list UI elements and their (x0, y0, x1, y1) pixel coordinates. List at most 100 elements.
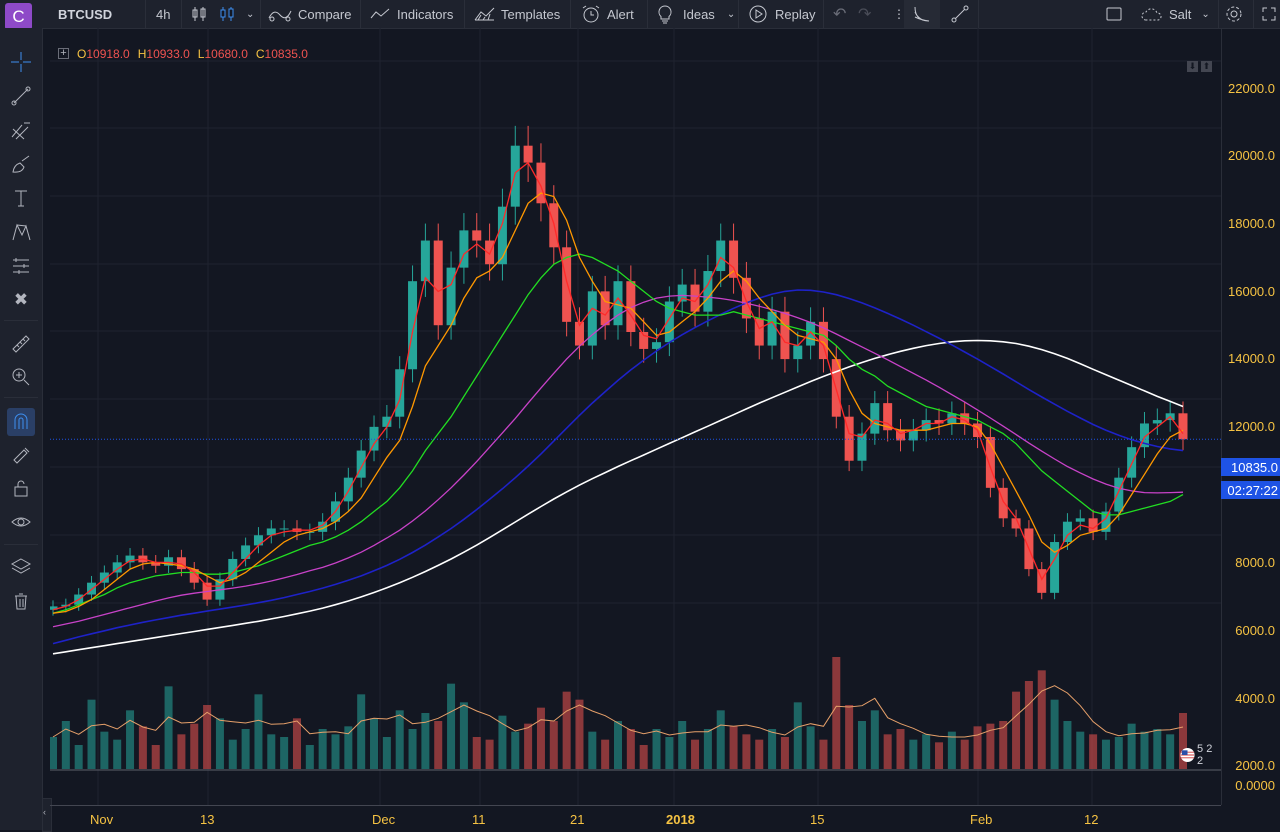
candle-body (151, 562, 161, 566)
templates-button[interactable]: Templates (474, 0, 560, 28)
volume-bar (819, 739, 828, 769)
volume-bar (665, 737, 674, 769)
toolbar-divider (823, 0, 824, 28)
undo-icon[interactable]: ↶ (833, 6, 847, 23)
candle-body (1050, 542, 1060, 593)
volume-bar (935, 742, 944, 769)
volume-bar (588, 731, 597, 769)
crosshair-icon[interactable] (9, 50, 33, 74)
candle-body (459, 230, 469, 268)
candle-body (652, 342, 662, 349)
candle-body (818, 321, 828, 360)
volume-bar (575, 699, 584, 769)
time-tick-label: Nov (90, 812, 114, 827)
candle-body (164, 557, 174, 566)
bar-style-candles-icon[interactable] (190, 0, 208, 28)
expand-icon[interactable] (1261, 0, 1277, 28)
candle-body (485, 240, 495, 265)
fullscreen-box-icon[interactable] (1105, 0, 1123, 28)
candle-body (1114, 477, 1124, 512)
chart-type-icon[interactable] (218, 0, 236, 28)
price-tick-label: 22000.0 (1228, 81, 1275, 96)
text-tool-icon[interactable] (9, 186, 33, 210)
volume-badge-text: 5 2 2 (1197, 743, 1213, 767)
alert-button[interactable]: Alert (581, 0, 634, 28)
ideas-button[interactable]: Ideas ⌄ (657, 0, 735, 28)
cloud-save-button[interactable]: Salt ⌄ (1140, 0, 1210, 28)
volume-bar (87, 699, 96, 769)
brush-tool-icon[interactable] (9, 152, 33, 176)
volume-bar (421, 713, 430, 769)
redo-icon[interactable]: ↷ (858, 6, 872, 23)
magnet-icon[interactable] (7, 408, 35, 436)
candle-body (793, 345, 803, 360)
volume-bar (100, 731, 109, 769)
price-chart[interactable] (50, 28, 1221, 805)
volume-bar (203, 705, 212, 769)
pattern-tool-icon[interactable] (9, 220, 33, 244)
ruler-icon[interactable] (9, 332, 33, 356)
alarm-clock-icon (582, 5, 600, 23)
fib-tool-icon[interactable] (904, 0, 940, 28)
compare-button[interactable]: Compare (268, 0, 351, 28)
volume-bar (1140, 731, 1149, 769)
collapse-legend-icon[interactable]: + (58, 48, 69, 59)
alert-label: Alert (607, 6, 634, 22)
candle-body (536, 162, 546, 204)
volume-flag-badge[interactable]: 5 2 2 (1180, 743, 1220, 767)
volume-bar (780, 737, 789, 769)
volume-bar (228, 739, 237, 769)
candle-body (1101, 511, 1111, 532)
layers-icon[interactable] (9, 555, 33, 579)
ma-magenta-line (52, 294, 1184, 628)
volume-bar (1101, 739, 1110, 769)
indicators-button[interactable]: Indicators (370, 0, 453, 28)
time-axis[interactable]: Nov 13 Dec 11 21 2018 15 Feb 12 (50, 805, 1221, 831)
close-key: C (255, 47, 265, 61)
candle-body (1011, 518, 1021, 529)
volume-bar (344, 726, 353, 769)
volume-bar (947, 731, 956, 769)
candle-body (896, 430, 905, 441)
price-axis[interactable]: 22000.0 20000.0 18000.0 16000.0 14000.0 12000… (1221, 28, 1280, 805)
unlock-icon[interactable] (9, 476, 33, 500)
volume-bar (331, 734, 340, 769)
price-tick-label: 2000.0 (1235, 758, 1275, 773)
replay-button[interactable]: Replay (748, 0, 815, 28)
volume-bar (691, 739, 700, 769)
toolbar-divider (360, 0, 361, 28)
cloud-icon (1141, 8, 1162, 21)
eye-icon[interactable] (9, 510, 33, 534)
candle-body (677, 284, 687, 302)
toolbar-divider (647, 0, 648, 28)
candle-body (741, 277, 751, 319)
price-tick-label: 18000.0 (1228, 216, 1275, 231)
zoom-in-icon[interactable] (9, 365, 33, 389)
symbol-search[interactable]: BTCUSD (58, 6, 113, 22)
pitchfork-tool-icon[interactable] (9, 118, 33, 142)
price-tick-label: 12000.0 (1228, 419, 1275, 434)
trend-line-tool-icon[interactable] (942, 0, 978, 28)
interval-selector[interactable]: 4h (156, 6, 171, 22)
candle-body (985, 437, 995, 488)
app-logo[interactable]: C (5, 3, 32, 30)
trash-icon[interactable] (9, 589, 33, 613)
volume-bar (1024, 681, 1033, 769)
candle-body (356, 450, 366, 478)
candle-body (510, 145, 520, 207)
candle-body (754, 318, 764, 346)
legend-close: C10835.0 (256, 47, 308, 61)
measure-tool-icon[interactable] (9, 254, 33, 278)
candle-body (998, 487, 1008, 519)
draw-mode-lock-icon[interactable] (9, 442, 33, 466)
remove-drawings-icon[interactable]: ✖ (13, 290, 29, 309)
settings-gear-icon[interactable] (1225, 0, 1243, 28)
volume-bar (395, 710, 404, 769)
candle-body (1088, 518, 1098, 532)
last-price-label: 10835.0 (1221, 458, 1280, 476)
volume-bar (678, 721, 687, 769)
arrow-down-icon[interactable]: ⬇ (1187, 61, 1198, 72)
line-tool-icon[interactable] (9, 84, 33, 108)
chevron-down-icon[interactable]: ⌄ (246, 8, 255, 20)
arrow-up-icon[interactable]: ⬆ (1201, 61, 1212, 72)
